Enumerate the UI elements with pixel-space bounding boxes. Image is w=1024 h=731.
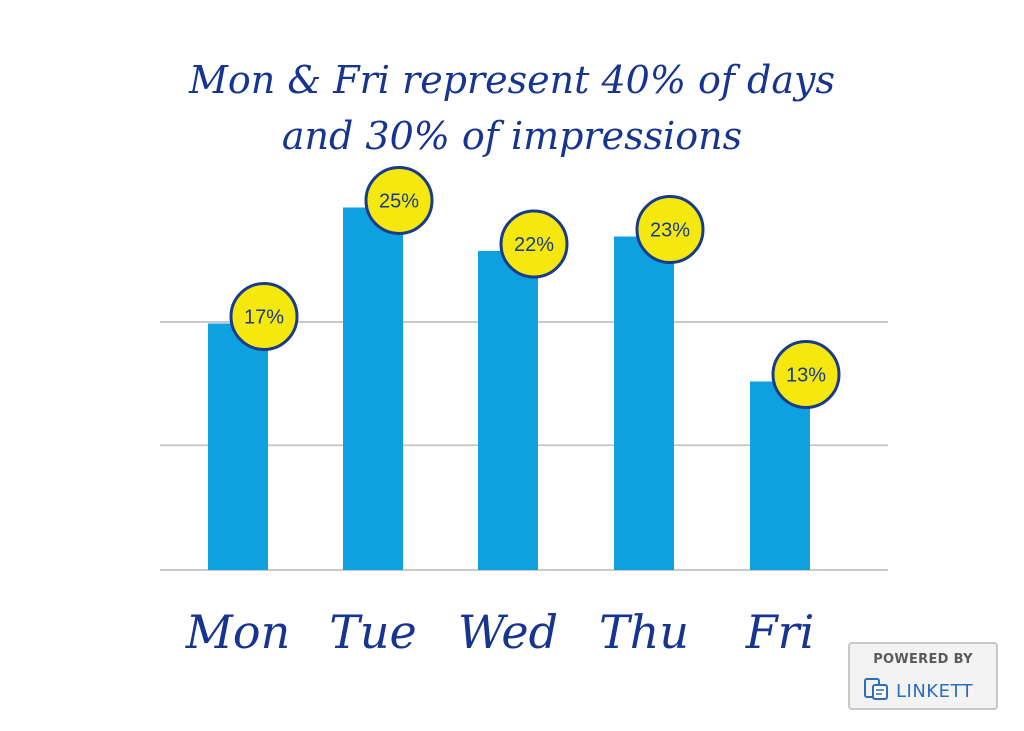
bar-thu bbox=[614, 236, 674, 570]
bar-mon bbox=[208, 323, 268, 570]
data-label: 25% bbox=[379, 191, 419, 213]
powered-by-badge[interactable]: POWERED BY LINKETT bbox=[848, 642, 998, 710]
chart-title-line-2: and 30% of impressions bbox=[281, 114, 743, 158]
chart-title: Mon & Fri represent 40% of days and 30% … bbox=[0, 52, 1024, 164]
value-bubble bbox=[364, 166, 434, 235]
data-label: 13% bbox=[786, 365, 826, 387]
linkett-brand: LINKETT bbox=[896, 681, 974, 702]
value-bubble bbox=[499, 209, 569, 279]
category-label: Tue bbox=[329, 605, 417, 659]
data-label: 17% bbox=[244, 307, 284, 329]
powered-by-label: POWERED BY bbox=[873, 652, 973, 667]
data-label: 22% bbox=[514, 234, 554, 256]
value-bubble bbox=[635, 195, 705, 264]
category-label: Thu bbox=[599, 605, 689, 659]
value-bubble bbox=[229, 282, 299, 351]
linkett-logo-icon bbox=[864, 677, 890, 706]
bar-fri bbox=[750, 381, 810, 570]
category-label: Fri bbox=[745, 605, 815, 659]
bar-tue bbox=[343, 207, 403, 570]
category-label: Wed bbox=[458, 605, 558, 659]
data-label: 23% bbox=[650, 220, 690, 242]
category-label: Mon bbox=[185, 605, 290, 659]
value-bubble bbox=[771, 340, 841, 409]
chart-title-line-1: Mon & Fri represent 40% of days bbox=[189, 58, 835, 102]
bar-wed bbox=[478, 251, 538, 570]
